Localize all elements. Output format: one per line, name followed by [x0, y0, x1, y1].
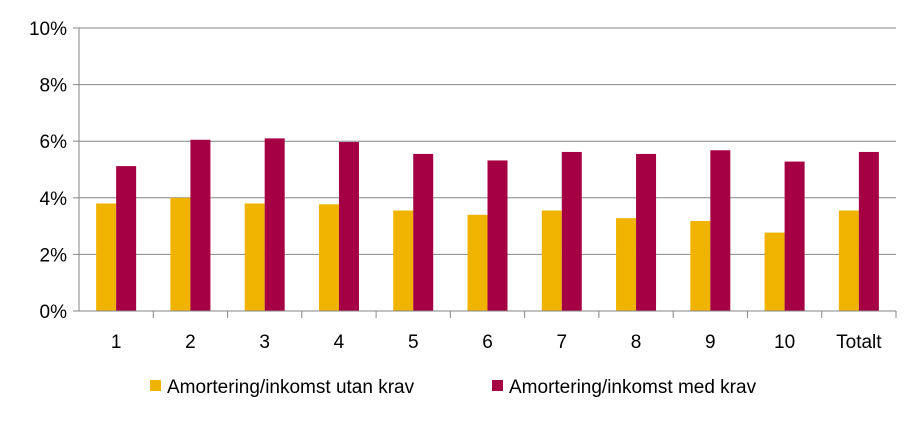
- bar-utan-krav: [393, 210, 414, 311]
- bar-utan-krav: [467, 214, 488, 311]
- bar-med-krav: [116, 166, 137, 311]
- bar-utan-krav: [690, 221, 711, 311]
- legend-label: Amortering/inkomst med krav: [509, 377, 757, 398]
- y-tick-label: 10%: [29, 19, 67, 40]
- bar-utan-krav: [616, 218, 637, 311]
- bar-utan-krav: [764, 232, 785, 311]
- bar-utan-krav: [244, 203, 265, 311]
- y-tick-label: 0%: [40, 302, 68, 323]
- bar-med-krav: [710, 150, 731, 311]
- x-tick-label: 6: [482, 332, 493, 353]
- y-tick-label: 8%: [40, 76, 68, 97]
- x-tick-label: 9: [705, 332, 716, 353]
- bar-med-krav: [190, 139, 211, 311]
- bar-med-krav: [858, 151, 879, 311]
- x-tick-label: Totalt: [836, 332, 882, 353]
- bars: [96, 138, 879, 311]
- x-tick-label: 5: [408, 332, 419, 353]
- x-tick-label: 4: [334, 332, 345, 353]
- bar-med-krav: [487, 160, 508, 311]
- bar-med-krav: [784, 161, 805, 311]
- bar-med-krav: [561, 151, 582, 311]
- x-tick-label: 1: [111, 332, 122, 353]
- bar-utan-krav: [541, 210, 562, 311]
- legend-item: Amortering/inkomst med krav: [492, 377, 757, 398]
- x-tick-label: 7: [556, 332, 567, 353]
- y-tick-label: 4%: [40, 189, 68, 210]
- y-tick-label: 6%: [40, 132, 68, 153]
- y-tick-label: 2%: [40, 245, 68, 266]
- bar-utan-krav: [170, 197, 191, 311]
- x-tick-label: 3: [259, 332, 270, 353]
- legend: Amortering/inkomst utan krav Amortering/i…: [150, 377, 757, 398]
- legend-label: Amortering/inkomst utan krav: [167, 377, 415, 398]
- bar-med-krav: [636, 153, 657, 311]
- bar-utan-krav: [96, 203, 117, 311]
- x-tick-label: 2: [185, 332, 196, 353]
- x-tick-label: 10: [774, 332, 795, 353]
- legend-swatch: [150, 380, 161, 391]
- axes: [73, 27, 897, 318]
- bar-utan-krav: [318, 204, 339, 311]
- bar-med-krav: [264, 138, 285, 311]
- bar-utan-krav: [838, 210, 859, 311]
- legend-item: Amortering/inkomst utan krav: [150, 377, 415, 398]
- bar-med-krav: [413, 153, 434, 311]
- legend-swatch: [492, 380, 503, 391]
- x-axis-ticks: 1 2 3 4 5 6 7 8 9 10 Totalt: [111, 332, 882, 353]
- bar-med-krav: [338, 142, 359, 311]
- y-axis-ticks: 0% 2% 4% 6% 8% 10%: [29, 19, 67, 323]
- x-tick-label: 8: [631, 332, 642, 353]
